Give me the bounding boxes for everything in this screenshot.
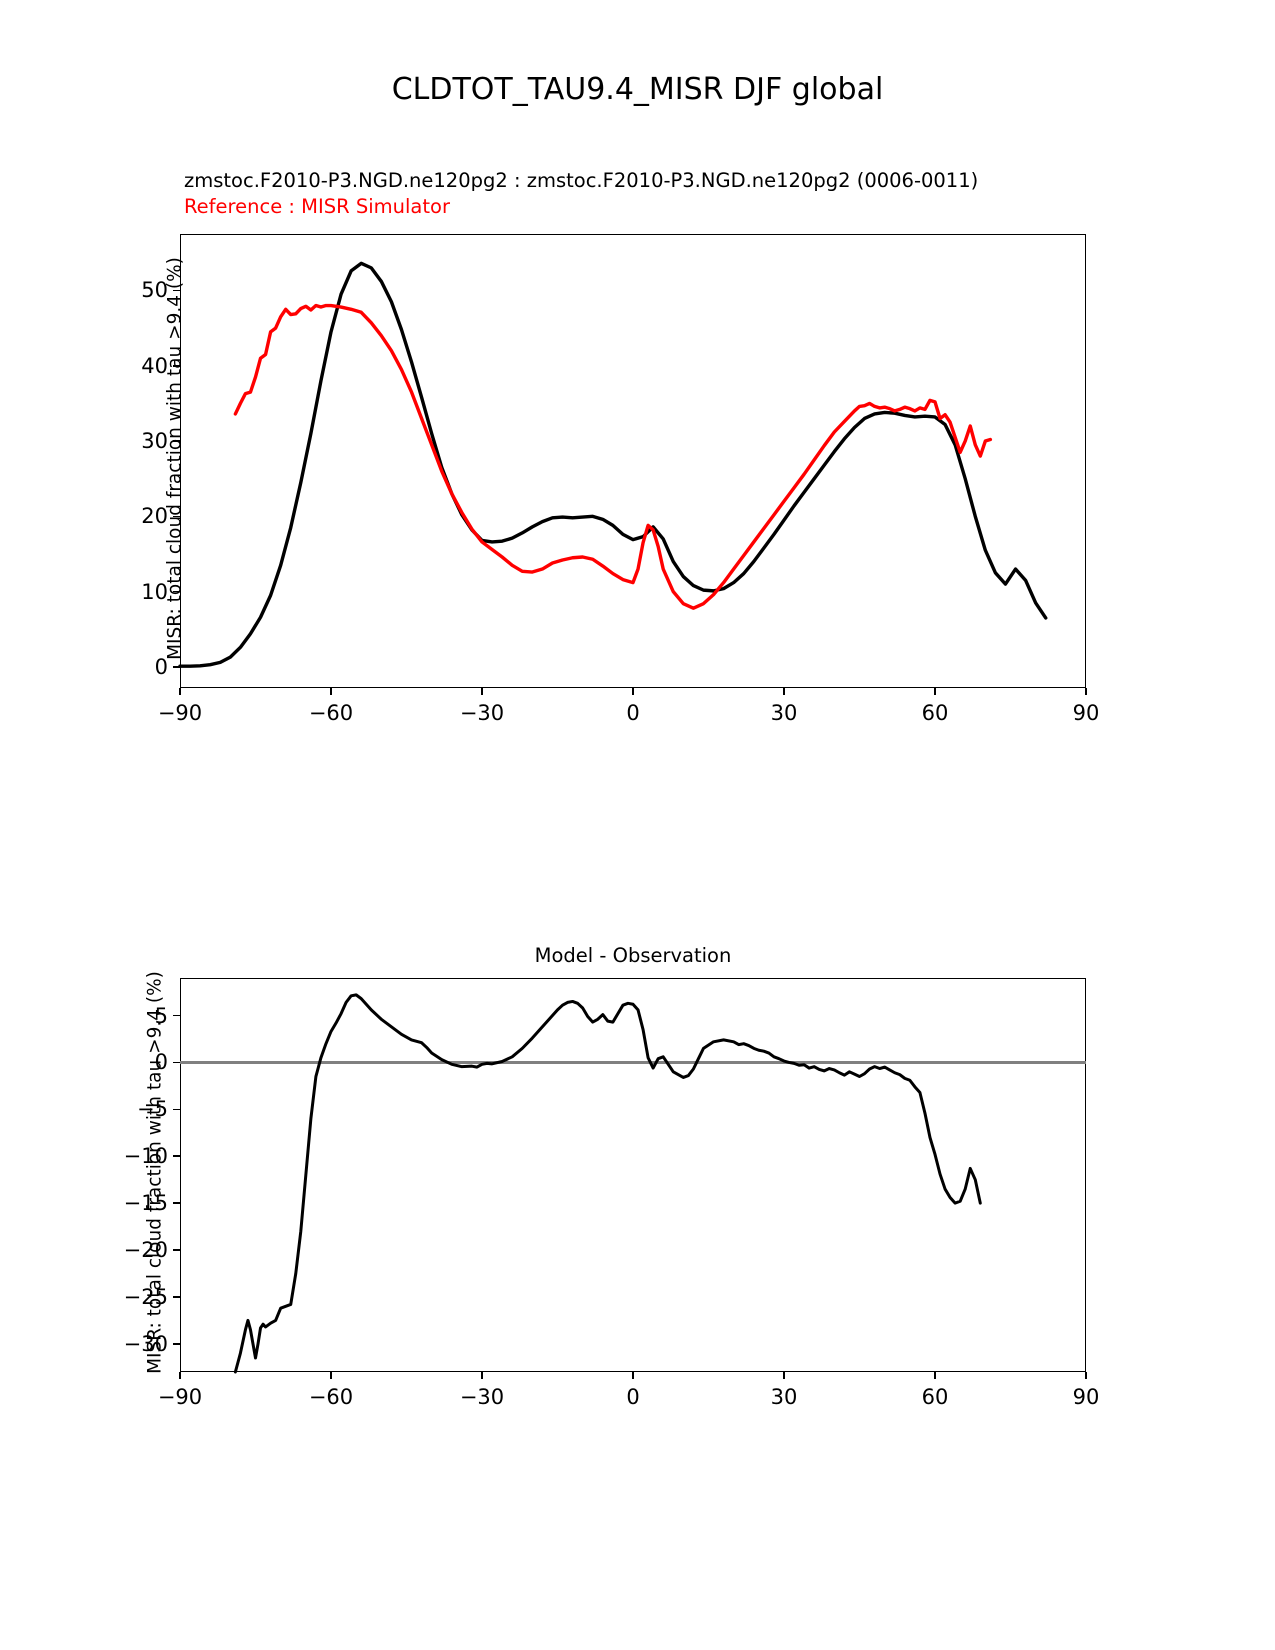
y-tick-mark [173, 440, 180, 442]
y-tick-label: 0 [154, 1050, 168, 1075]
y-tick-label: 50 [141, 278, 168, 303]
y-axis-label-bottom: MISR: total cloud fraction with tau >9.4… [144, 971, 166, 1374]
chart-panel-top: 0 10 20 30 40 50 −90 −60 −30 0 30 60 90 MISR: total … [141, 234, 1099, 725]
x-tick-label: 60 [921, 1385, 949, 1409]
y-tick-label: 10 [141, 579, 168, 604]
x-tick-label: 60 [921, 701, 949, 725]
x-tick-label: −30 [459, 701, 505, 725]
y-tick-label: −20 [123, 1238, 168, 1263]
x-tick-label: 0 [626, 1385, 640, 1409]
legend-reference-label: Reference : MISR Simulator [184, 194, 450, 218]
y-tick-label: 20 [141, 504, 168, 529]
y-tick-mark [173, 1249, 180, 1251]
x-tick-label: 30 [770, 701, 798, 725]
y-tick-label: 5 [154, 1003, 168, 1028]
y-tick-mark [173, 666, 180, 668]
x-tick-mark [330, 1372, 332, 1379]
series-line-0 [235, 995, 980, 1372]
x-tick-label: 30 [770, 1385, 798, 1409]
x-tick-mark [934, 1372, 936, 1379]
y-tick-mark [173, 1296, 180, 1298]
legend-model-label: zmstoc.F2010-P3.NGD.ne120pg2 : zmstoc.F2… [184, 169, 979, 192]
chart-panel-bottom: Model - Observation 5 0 −5 −10 −15 −20 −25 −30 −… [124, 944, 1100, 1409]
y-tick-mark [173, 1202, 180, 1204]
y-tick-mark [173, 515, 180, 518]
legend-block: zmstoc.F2010-P3.NGD.ne120pg2 : zmstoc.F2… [184, 168, 1144, 219]
y-tick-label: 0 [154, 654, 168, 679]
panel-title-bottom: Model - Observation [534, 944, 732, 967]
y-tick-label: −15 [123, 1191, 168, 1216]
x-tick-mark [632, 688, 634, 695]
axes-frame-bottom [180, 978, 1086, 1372]
x-tick-label: −90 [157, 701, 203, 725]
y-tick-label: −5 [137, 1097, 168, 1122]
y-tick-label: −10 [123, 1144, 168, 1169]
y-tick-mark [173, 1061, 180, 1064]
x-tick-mark [179, 688, 181, 695]
x-tick-mark [1085, 688, 1087, 695]
page-title: CLDTOT_TAU9.4_MISR DJF global [391, 72, 884, 107]
series-line-1 [235, 306, 990, 609]
y-tick-mark [173, 1108, 180, 1111]
plot-area-bottom [180, 978, 1086, 1372]
x-tick-mark [783, 688, 785, 695]
y-tick-label: −30 [123, 1331, 168, 1356]
x-tick-mark [179, 1372, 181, 1379]
y-tick-mark [173, 364, 180, 367]
x-tick-mark [481, 1372, 483, 1379]
x-tick-label: 90 [1072, 1385, 1100, 1409]
y-tick-mark [173, 590, 180, 593]
y-axis-label-top: MISR: total cloud fraction with tau >9.4… [164, 257, 186, 660]
y-tick-mark [173, 1343, 180, 1345]
x-tick-mark [1085, 1372, 1087, 1379]
y-tick-mark [173, 289, 180, 292]
axes-frame-top [180, 234, 1086, 688]
x-tick-mark [934, 688, 936, 695]
y-tick-mark [173, 1155, 180, 1158]
plot-area-top [180, 234, 1086, 688]
y-tick-mark [173, 1014, 180, 1017]
x-tick-label: 90 [1072, 701, 1100, 725]
x-tick-label: −60 [308, 1385, 354, 1409]
x-tick-label: −90 [157, 1385, 203, 1409]
x-tick-label: 0 [626, 701, 640, 725]
x-tick-mark [632, 1372, 634, 1379]
y-tick-label: 40 [141, 353, 168, 378]
y-tick-label: −25 [123, 1284, 168, 1309]
y-tick-label: 30 [141, 429, 168, 454]
x-tick-mark [481, 688, 483, 695]
x-tick-label: −30 [459, 1385, 505, 1409]
x-tick-label: −60 [308, 701, 354, 725]
zero-reference-line [180, 1061, 1086, 1064]
x-tick-mark [783, 1372, 785, 1379]
series-line-0 [180, 263, 1046, 666]
x-tick-mark [330, 688, 332, 695]
